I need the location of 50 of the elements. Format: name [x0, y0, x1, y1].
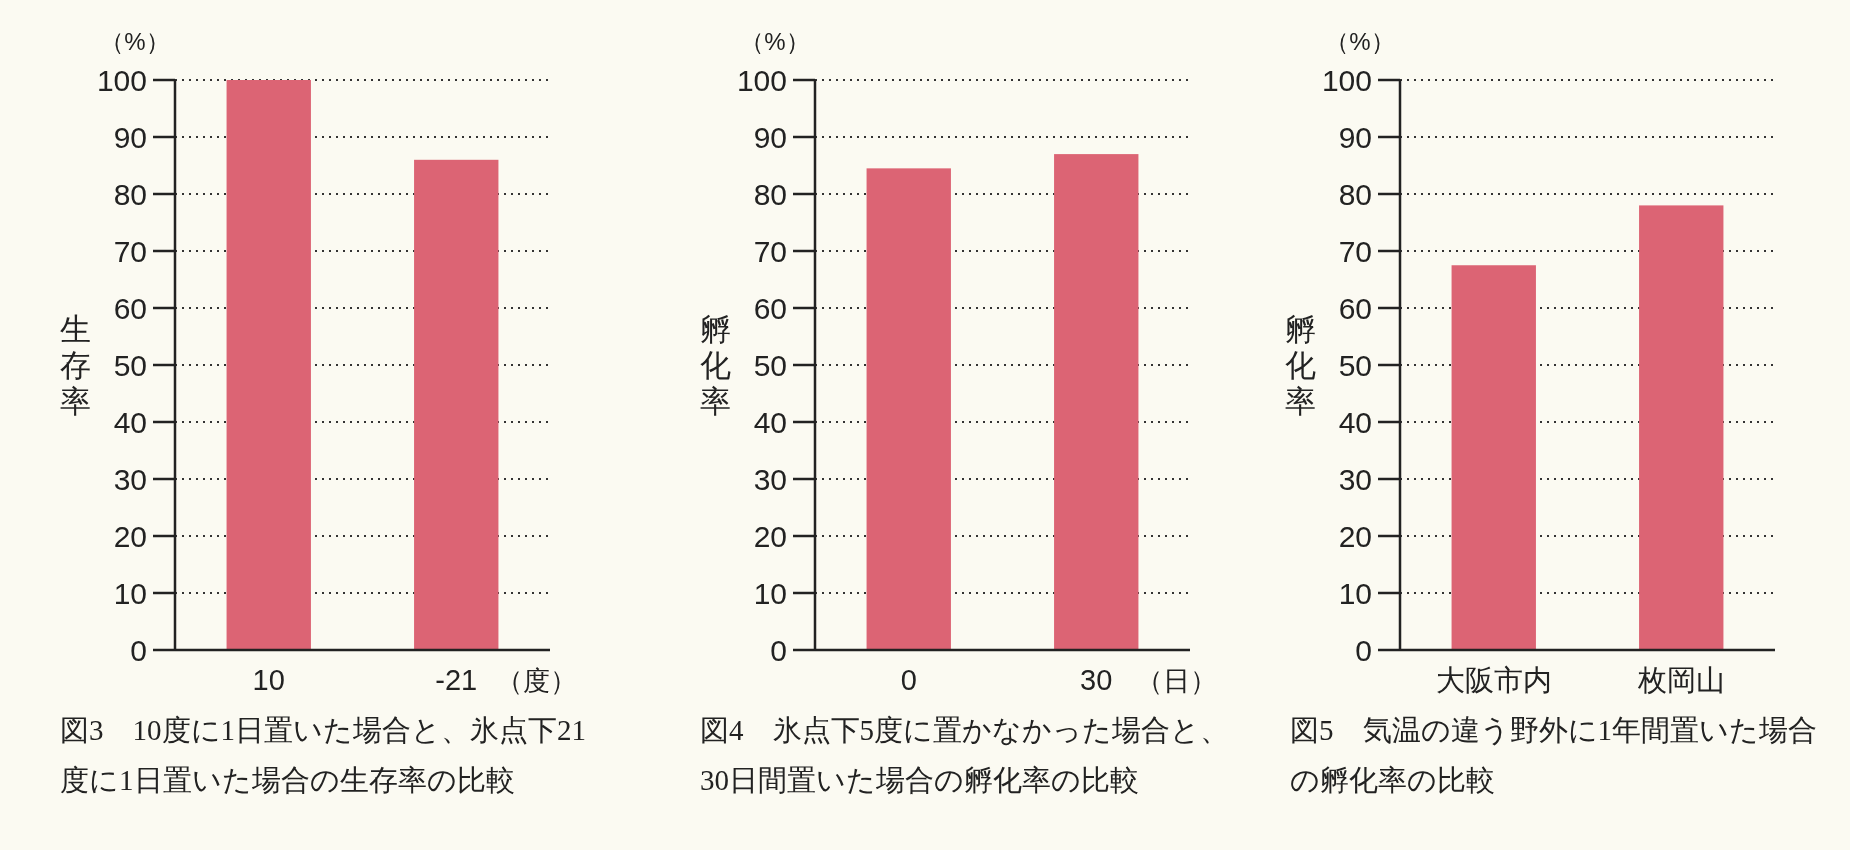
x-axis-title: （度） [496, 666, 578, 696]
text: （%） [740, 28, 810, 55]
y-tick-label: 0 [770, 633, 787, 667]
text: 図3 10度に1日置いた場合と、氷点下21度に1日置いた場合の生存率の比較 [60, 713, 587, 798]
y-tick-label: 10 [753, 576, 787, 610]
x-tick-label: 0 [900, 664, 917, 696]
text: （%） [100, 28, 170, 55]
y-tick-label: 70 [753, 234, 787, 268]
y-tick-label: 40 [753, 405, 787, 439]
y-tick-label: 40 [1338, 405, 1372, 439]
x-tick-label: 枚岡山 [1636, 664, 1725, 696]
text: 図5 気温の違う野外に1年間置いた場合の孵化率の比較 [1290, 713, 1818, 798]
x-tick-label: -21 [435, 664, 478, 696]
y-tick-label: 10 [1338, 576, 1372, 610]
x-axis-title: （日） [1136, 666, 1218, 696]
y-tick-label: 50 [753, 348, 787, 382]
y-tick-label: 50 [113, 348, 147, 382]
y-tick-label: 60 [113, 291, 147, 325]
y-tick-label: 100 [1321, 63, 1372, 97]
y-tick-label: 30 [753, 462, 787, 496]
y-tick-label: 20 [753, 519, 787, 553]
y-axis-title: 生存率 [59, 311, 91, 419]
y-tick-label: 30 [113, 462, 147, 496]
y-tick-label: 0 [130, 633, 147, 667]
y-tick-label: 100 [96, 63, 147, 97]
y-tick-label: 70 [113, 234, 147, 268]
y-axis-title: 孵化率 [699, 311, 731, 419]
y-tick-label: 10 [113, 576, 147, 610]
y-tick-label: 80 [113, 177, 147, 211]
y-tick-label: 60 [1338, 291, 1372, 325]
text: 図4 氷点下5度に置かなかった場合と、30日間置いた場合の孵化率の比較 [700, 713, 1230, 798]
y-tick-label: 90 [753, 120, 787, 154]
y-tick-label: 80 [753, 177, 787, 211]
x-tick-label: 大阪市内 [1435, 664, 1552, 696]
y-tick-label: 20 [1338, 519, 1372, 553]
y-tick-label: 0 [1355, 633, 1372, 667]
y-tick-label: 40 [113, 405, 147, 439]
y-axis-title: 孵化率 [1284, 311, 1316, 419]
y-tick-label: 60 [753, 291, 787, 325]
y-tick-label: 100 [736, 63, 787, 97]
y-tick-label: 80 [1338, 177, 1372, 211]
y-tick-label: 30 [1338, 462, 1372, 496]
x-tick-label: 30 [1080, 664, 1113, 696]
x-tick-label: 10 [252, 664, 285, 696]
y-tick-label: 90 [113, 120, 147, 154]
text: （%） [1325, 28, 1395, 55]
y-tick-label: 70 [1338, 234, 1372, 268]
y-tick-label: 50 [1338, 348, 1372, 382]
y-tick-label: 90 [1338, 120, 1372, 154]
y-tick-label: 20 [113, 519, 147, 553]
